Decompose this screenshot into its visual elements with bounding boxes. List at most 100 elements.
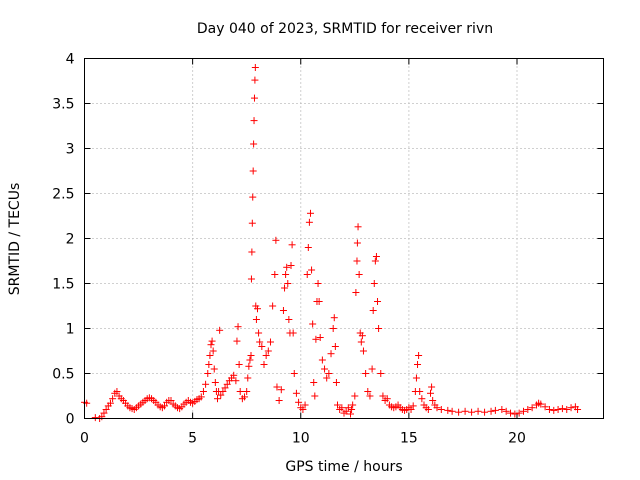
data-point [412, 374, 420, 382]
data-point [334, 401, 342, 409]
data-point [444, 406, 452, 414]
data-point [414, 361, 422, 368]
data-point [507, 409, 515, 417]
data-point [511, 410, 519, 418]
data-point [311, 392, 319, 400]
y-tick-label: 0 [66, 412, 75, 428]
data-point [362, 370, 370, 377]
data-point [272, 236, 280, 244]
data-point [448, 407, 456, 415]
data-point [364, 388, 372, 395]
data-point [468, 408, 476, 416]
data-point [290, 370, 298, 377]
data-point [266, 338, 274, 346]
data-point [284, 280, 292, 287]
data-point [554, 406, 562, 413]
y-tick-label: 4 [66, 52, 75, 68]
data-point [355, 271, 363, 278]
data-point [537, 400, 545, 408]
data-point [248, 248, 256, 256]
data-point [416, 388, 424, 395]
data-point [91, 414, 99, 422]
data-point [498, 406, 506, 413]
data-point [309, 320, 317, 328]
data-point [558, 405, 566, 413]
data-point [332, 379, 340, 386]
data-point [502, 407, 510, 415]
data-point [260, 361, 268, 368]
x-tick-label: 15 [400, 431, 418, 447]
data-point [233, 337, 241, 345]
data-point [474, 407, 482, 415]
data-point [545, 406, 553, 413]
data-point [409, 402, 417, 410]
data-point [247, 275, 255, 283]
x-tick-label: 5 [188, 431, 197, 447]
data-point [541, 403, 549, 411]
data-point [357, 338, 365, 346]
data-point [359, 347, 367, 355]
data-point [310, 379, 318, 386]
data-point [277, 386, 285, 394]
data-point [234, 323, 242, 331]
data-point [366, 392, 374, 400]
plot-frame [84, 58, 604, 419]
data-point [292, 389, 300, 397]
data-point [428, 383, 436, 391]
data-point [197, 393, 205, 401]
data-point [567, 404, 575, 412]
y-tick-label: 2.5 [52, 187, 74, 203]
data-point [211, 379, 219, 386]
data-point [348, 406, 356, 413]
data-point [312, 335, 320, 343]
data-point [283, 263, 291, 271]
data-point [241, 393, 249, 401]
data-point [308, 266, 316, 274]
data-point [256, 338, 264, 346]
data-point [375, 325, 383, 332]
chart-title: Day 040 of 2023, SRMTID for receiver riv… [197, 21, 493, 37]
x-axis-title: GPS time / hours [285, 459, 402, 475]
data-point [379, 392, 387, 400]
data-point [223, 380, 231, 388]
data-point [113, 388, 121, 395]
data-point [427, 389, 434, 397]
data-point [295, 398, 303, 406]
data-point [415, 352, 423, 359]
data-point [524, 406, 532, 413]
data-point [316, 334, 324, 341]
data-point [305, 218, 313, 226]
data-point [371, 257, 379, 265]
data-point [264, 347, 272, 355]
data-point [342, 407, 350, 415]
data-point [287, 262, 295, 269]
data-point [314, 280, 322, 287]
data-point [352, 289, 360, 296]
data-point [433, 404, 441, 412]
data-point [346, 410, 354, 418]
data-point [98, 413, 106, 421]
data-point [255, 329, 263, 337]
data-point [216, 326, 224, 334]
data-point [249, 193, 257, 201]
data-point [161, 402, 169, 410]
data-point [219, 388, 227, 395]
data-point [455, 408, 463, 416]
data-point [353, 239, 361, 247]
data-point [461, 407, 469, 415]
data-point [252, 316, 260, 323]
data-point [217, 391, 225, 399]
data-point [327, 350, 335, 358]
data-point [303, 271, 311, 278]
data-point [429, 397, 437, 404]
data-point [304, 244, 312, 251]
data-point [262, 352, 270, 359]
data-point [491, 406, 499, 414]
data-point [487, 407, 495, 415]
data-point [213, 395, 221, 403]
data-point [244, 374, 252, 382]
data-point [424, 406, 432, 413]
data-point [250, 94, 258, 102]
y-tick-label: 2 [66, 232, 75, 248]
